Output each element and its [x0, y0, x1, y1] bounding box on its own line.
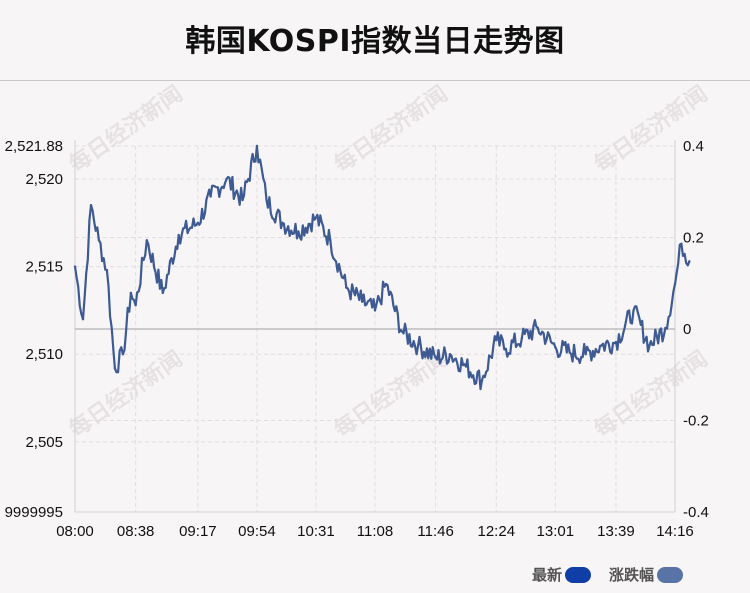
data-point	[584, 353, 587, 356]
data-point	[568, 351, 571, 354]
data-point	[464, 365, 468, 368]
data-point	[495, 339, 498, 342]
data-point	[265, 198, 268, 202]
data-point	[416, 344, 420, 347]
legend-swatch-latest	[565, 566, 592, 583]
watermark-text: 每日经济新闻	[64, 346, 187, 443]
left-tick-label: 2,521.88	[5, 138, 63, 155]
data-point	[105, 268, 109, 272]
left-tick-label: 2,520	[25, 171, 63, 188]
data-point	[600, 344, 603, 347]
watermark-text: 每日经济新闻	[64, 81, 187, 178]
left-axis-ticks: 2,521.88 2,520 2,515 2,510 2,505 9999995	[5, 138, 63, 521]
title-divider	[0, 80, 750, 81]
legend-label-change: 涨跌幅	[609, 566, 655, 584]
data-point	[121, 353, 125, 356]
data-point	[161, 291, 164, 295]
data-point	[361, 300, 364, 303]
data-point	[614, 340, 618, 344]
left-tick-label: 9999995	[5, 504, 63, 521]
data-point	[113, 367, 117, 370]
x-tick-label: 11:08	[357, 523, 393, 540]
right-tick-label: -0.2	[683, 413, 709, 430]
x-tick-label: 09:54	[238, 523, 276, 540]
data-point	[434, 356, 437, 359]
data-point	[89, 204, 93, 207]
right-tick-label: -0.4	[683, 504, 709, 521]
x-axis-ticks: 08:00 08:38 09:17 09:54 10:31 11:08 11:46 12:24…	[56, 523, 694, 540]
data-point	[688, 260, 691, 263]
watermark-text: 每日经济新闻	[329, 346, 452, 443]
data-point	[177, 233, 180, 237]
data-point	[384, 282, 388, 286]
data-point	[196, 221, 200, 224]
data-point	[345, 286, 348, 289]
watermark-text: 每日经济新闻	[329, 81, 452, 178]
data-point	[241, 198, 244, 202]
data-point	[314, 216, 318, 219]
data-point	[554, 346, 557, 349]
x-tick-label: 11:46	[417, 523, 453, 540]
watermark-text: 每日经济新闻	[589, 81, 712, 178]
data-point	[81, 317, 85, 321]
data-point	[680, 242, 683, 246]
data-point	[448, 353, 452, 356]
data-point	[536, 326, 539, 330]
data-point	[373, 309, 377, 312]
data-point	[255, 144, 259, 148]
data-point	[480, 379, 484, 382]
data-point	[145, 239, 149, 242]
left-tick-label: 2,510	[25, 346, 63, 363]
data-point	[281, 221, 284, 224]
right-tick-label: 0.4	[683, 138, 704, 155]
data-point	[648, 344, 651, 347]
data-point	[329, 239, 332, 242]
right-axis-ticks: 0.4 0.2 0 -0.2 -0.4	[683, 138, 709, 521]
data-point	[504, 347, 508, 351]
x-tick-label: 08:00	[56, 523, 94, 540]
legend-swatch-change	[657, 566, 684, 583]
axes	[74, 140, 676, 513]
x-tick-label: 13:01	[537, 523, 575, 540]
left-tick-label: 2,515	[25, 259, 63, 276]
x-tick-label: 10:31	[297, 523, 335, 540]
x-tick-label: 09:17	[179, 523, 217, 540]
x-tick-label: 08:38	[117, 523, 155, 540]
x-tick-label: 12:24	[478, 523, 516, 540]
data-point	[225, 177, 228, 181]
data-point	[520, 337, 524, 340]
data-point	[134, 303, 137, 307]
legend: 最新 涨跌幅	[532, 564, 701, 585]
data-point	[209, 195, 212, 198]
right-tick-label: 0	[683, 321, 691, 338]
x-tick-label: 13:39	[597, 523, 635, 540]
series-line-latest	[73, 144, 691, 391]
data-point	[297, 230, 300, 233]
data-point	[673, 282, 677, 286]
data-point	[129, 291, 133, 295]
data-point	[664, 326, 667, 330]
data-point	[400, 330, 404, 333]
chart-title: 韩国KOSPI指数当日走势图	[185, 24, 565, 59]
data-point	[632, 309, 635, 312]
left-tick-label: 2,505	[25, 434, 63, 451]
legend-label-latest: 最新	[532, 566, 563, 584]
right-tick-label: 0.2	[683, 230, 704, 247]
x-tick-label: 14:16	[656, 523, 694, 540]
data-point	[73, 265, 77, 268]
data-point	[97, 239, 101, 242]
